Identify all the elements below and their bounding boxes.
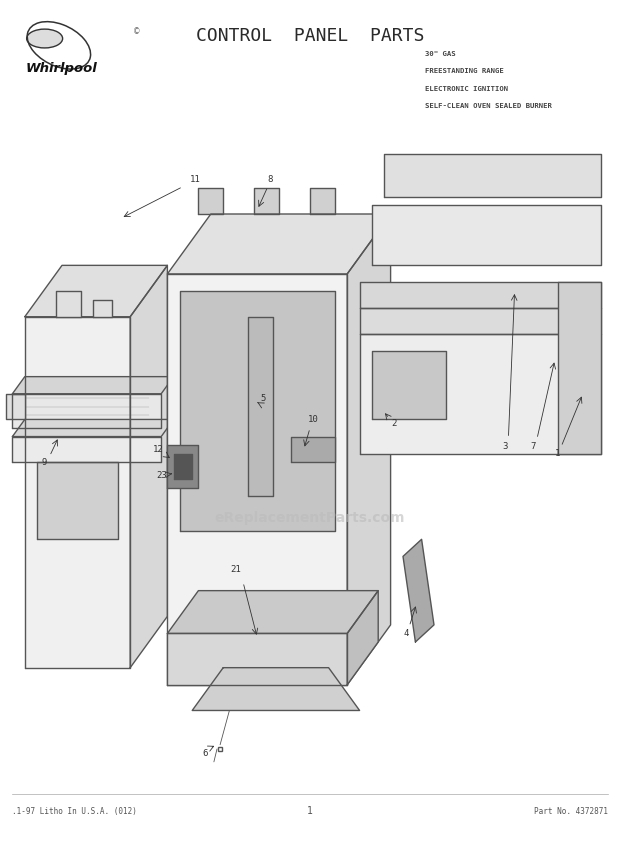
Polygon shape — [130, 265, 167, 668]
Text: 11: 11 — [190, 175, 201, 184]
Text: ELECTRONIC IGNITION: ELECTRONIC IGNITION — [425, 86, 508, 92]
Polygon shape — [180, 291, 335, 531]
Polygon shape — [93, 300, 112, 317]
Polygon shape — [56, 291, 81, 317]
Text: 30" GAS: 30" GAS — [425, 51, 455, 57]
Polygon shape — [347, 214, 391, 685]
Text: 21: 21 — [230, 565, 241, 574]
Polygon shape — [291, 437, 335, 462]
Polygon shape — [192, 668, 360, 710]
Polygon shape — [12, 377, 174, 394]
Text: Part No. 4372871: Part No. 4372871 — [534, 807, 608, 816]
Text: .1-97 Litho In U.S.A. (012): .1-97 Litho In U.S.A. (012) — [12, 807, 137, 816]
Polygon shape — [360, 334, 601, 454]
Text: ©: © — [133, 27, 141, 37]
Polygon shape — [37, 462, 118, 539]
Text: 10: 10 — [308, 415, 319, 424]
Polygon shape — [167, 274, 347, 685]
Polygon shape — [25, 265, 167, 317]
Text: 9: 9 — [42, 458, 47, 467]
Polygon shape — [248, 317, 273, 496]
Polygon shape — [12, 437, 161, 462]
Polygon shape — [167, 633, 347, 685]
Text: 12: 12 — [153, 445, 164, 454]
Polygon shape — [12, 419, 174, 437]
Text: 7: 7 — [531, 443, 536, 451]
Text: 2: 2 — [391, 419, 396, 428]
Polygon shape — [254, 188, 279, 214]
Polygon shape — [384, 154, 601, 197]
Polygon shape — [347, 591, 378, 685]
Polygon shape — [372, 351, 446, 419]
Ellipse shape — [27, 29, 63, 48]
Text: eReplacementParts.com: eReplacementParts.com — [215, 511, 405, 525]
Text: 4: 4 — [404, 629, 409, 638]
Polygon shape — [25, 317, 130, 668]
Polygon shape — [360, 308, 601, 334]
Text: 23: 23 — [156, 471, 167, 479]
Text: FREESTANDING RANGE: FREESTANDING RANGE — [425, 68, 503, 74]
Text: CONTROL  PANEL  PARTS: CONTROL PANEL PARTS — [196, 27, 424, 45]
Text: 1: 1 — [556, 449, 560, 458]
Polygon shape — [198, 188, 223, 214]
Text: 6: 6 — [202, 749, 207, 758]
Text: Whirlpool: Whirlpool — [26, 62, 98, 75]
Polygon shape — [174, 454, 192, 479]
Polygon shape — [372, 205, 601, 265]
Polygon shape — [6, 394, 25, 419]
Text: SELF-CLEAN OVEN SEALED BURNER: SELF-CLEAN OVEN SEALED BURNER — [425, 103, 552, 109]
Text: 3: 3 — [503, 443, 508, 451]
Polygon shape — [167, 445, 198, 488]
Text: 8: 8 — [267, 175, 272, 184]
Polygon shape — [167, 591, 378, 633]
Polygon shape — [558, 282, 601, 454]
Polygon shape — [310, 188, 335, 214]
Polygon shape — [167, 214, 391, 274]
Text: 5: 5 — [261, 394, 266, 402]
Polygon shape — [403, 539, 434, 642]
Polygon shape — [12, 394, 161, 428]
Text: 1: 1 — [307, 806, 313, 817]
Polygon shape — [360, 282, 601, 308]
